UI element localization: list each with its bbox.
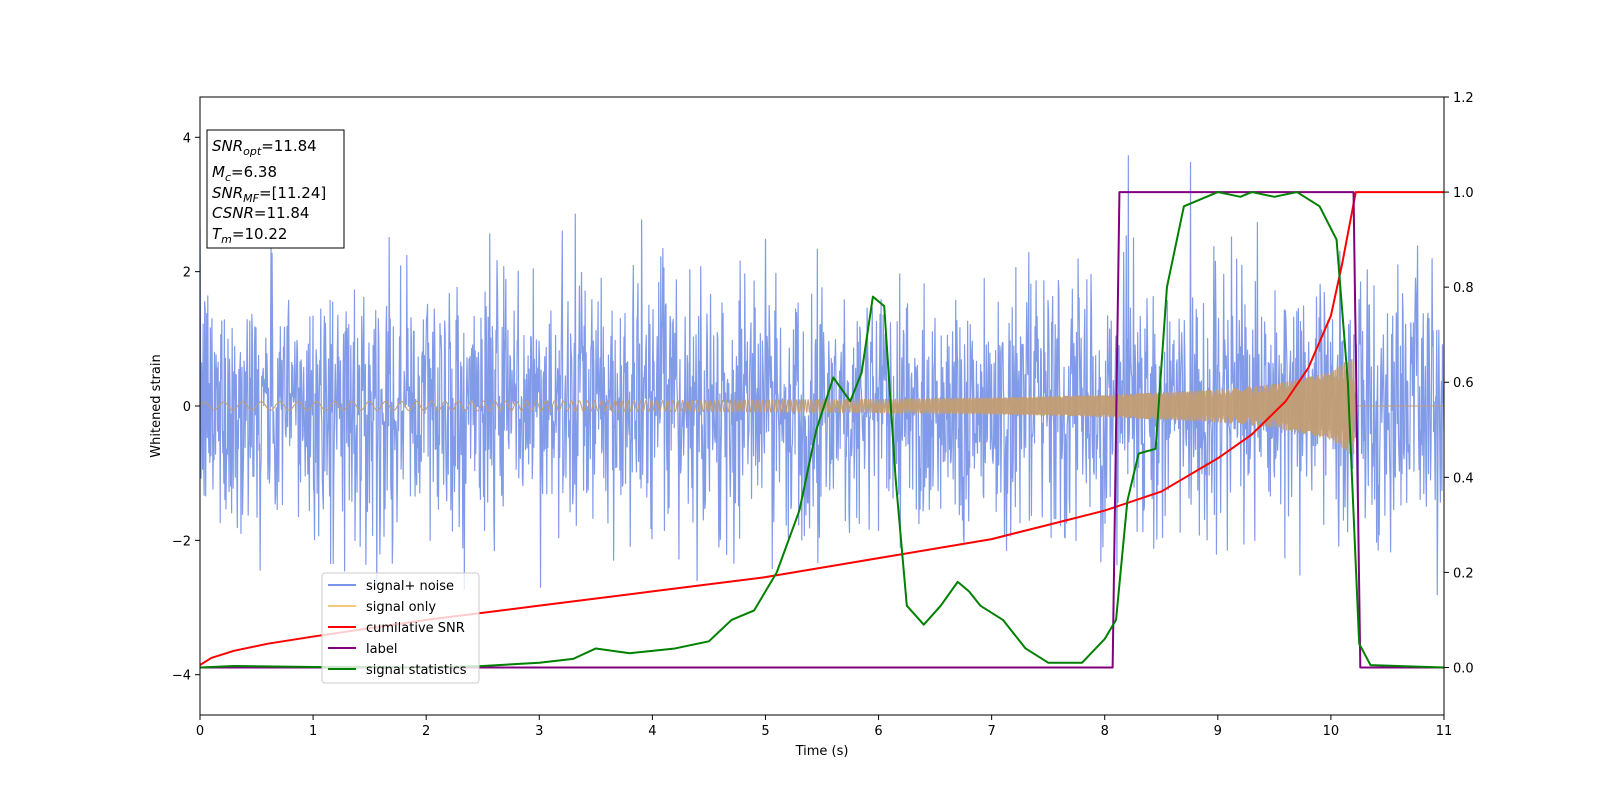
- x-tick-label: 0: [196, 724, 204, 739]
- y-left-tick-label: −2: [172, 534, 191, 549]
- legend-label: signal only: [366, 600, 436, 615]
- x-tick-label: 4: [648, 724, 656, 739]
- series-signal-noise: [200, 155, 1444, 596]
- annotation-frame: [206, 129, 345, 249]
- series-signal-statistics: [200, 191, 1444, 669]
- x-tick-label: 7: [987, 724, 995, 739]
- legend-frame: [321, 572, 480, 684]
- plot-area: [200, 155, 1444, 669]
- y-left-tick-label: 2: [183, 266, 191, 281]
- annotation-line: Tm=10.22: [212, 225, 287, 246]
- series-label: [200, 191, 1444, 669]
- y-right-tick-label: 0.4: [1453, 471, 1474, 486]
- x-tick-label: 3: [535, 724, 543, 739]
- legend: signal+ noise signal only cumilative SNR la…: [321, 572, 480, 684]
- x-tick-label: 10: [1323, 724, 1340, 739]
- x-tick-label: 11: [1436, 724, 1453, 739]
- x-tick-label: 8: [1101, 724, 1109, 739]
- series-signal-only: [200, 358, 1444, 456]
- annotation-line: SNRopt=11.84: [212, 137, 317, 158]
- legend-label: signal statistics: [366, 663, 467, 678]
- series-cumilative-snr: [200, 191, 1444, 666]
- x-tick-label: 2: [422, 724, 430, 739]
- annotation-line: CSNR=11.84: [212, 204, 309, 222]
- x-axis-label: Time (s): [795, 744, 849, 759]
- y-axis-label: Whitened strain: [149, 354, 164, 457]
- y-left-tick-label: 0: [183, 400, 191, 415]
- annotation-line: Mc=6.38: [212, 163, 277, 184]
- y-left-tick-label: 4: [183, 131, 191, 146]
- x-tick-label: 5: [761, 724, 769, 739]
- y-right-tick-label: 1.0: [1453, 186, 1474, 201]
- annotation-line: SNRMF=[11.24]: [212, 184, 326, 205]
- y-right-tick-label: 1.2: [1453, 91, 1474, 106]
- legend-label: label: [366, 642, 397, 657]
- y-right-tick-label: 0.0: [1453, 661, 1474, 676]
- y-left-tick-label: −4: [172, 669, 191, 684]
- legend-label: cumilative SNR: [366, 621, 465, 636]
- x-tick-label: 1: [309, 724, 317, 739]
- x-tick-label: 9: [1214, 724, 1222, 739]
- y-right-tick-label: 0.2: [1453, 566, 1474, 581]
- y-right-tick-label: 0.8: [1453, 281, 1474, 296]
- y-right-tick-label: 0.6: [1453, 376, 1474, 391]
- x-tick-label: 6: [874, 724, 882, 739]
- annotation-box: SNRopt=11.84 Mc=6.38SNRMF=[11.24]CSNR=11.…: [206, 129, 345, 249]
- legend-label: signal+ noise: [366, 579, 454, 594]
- axes: 0 1 2 3 4 5 6 7 8 9 10 11 −4 −2 0 2 4 0.0 0.2 0.4 0.6 0.8 1.0 1…: [172, 91, 1474, 739]
